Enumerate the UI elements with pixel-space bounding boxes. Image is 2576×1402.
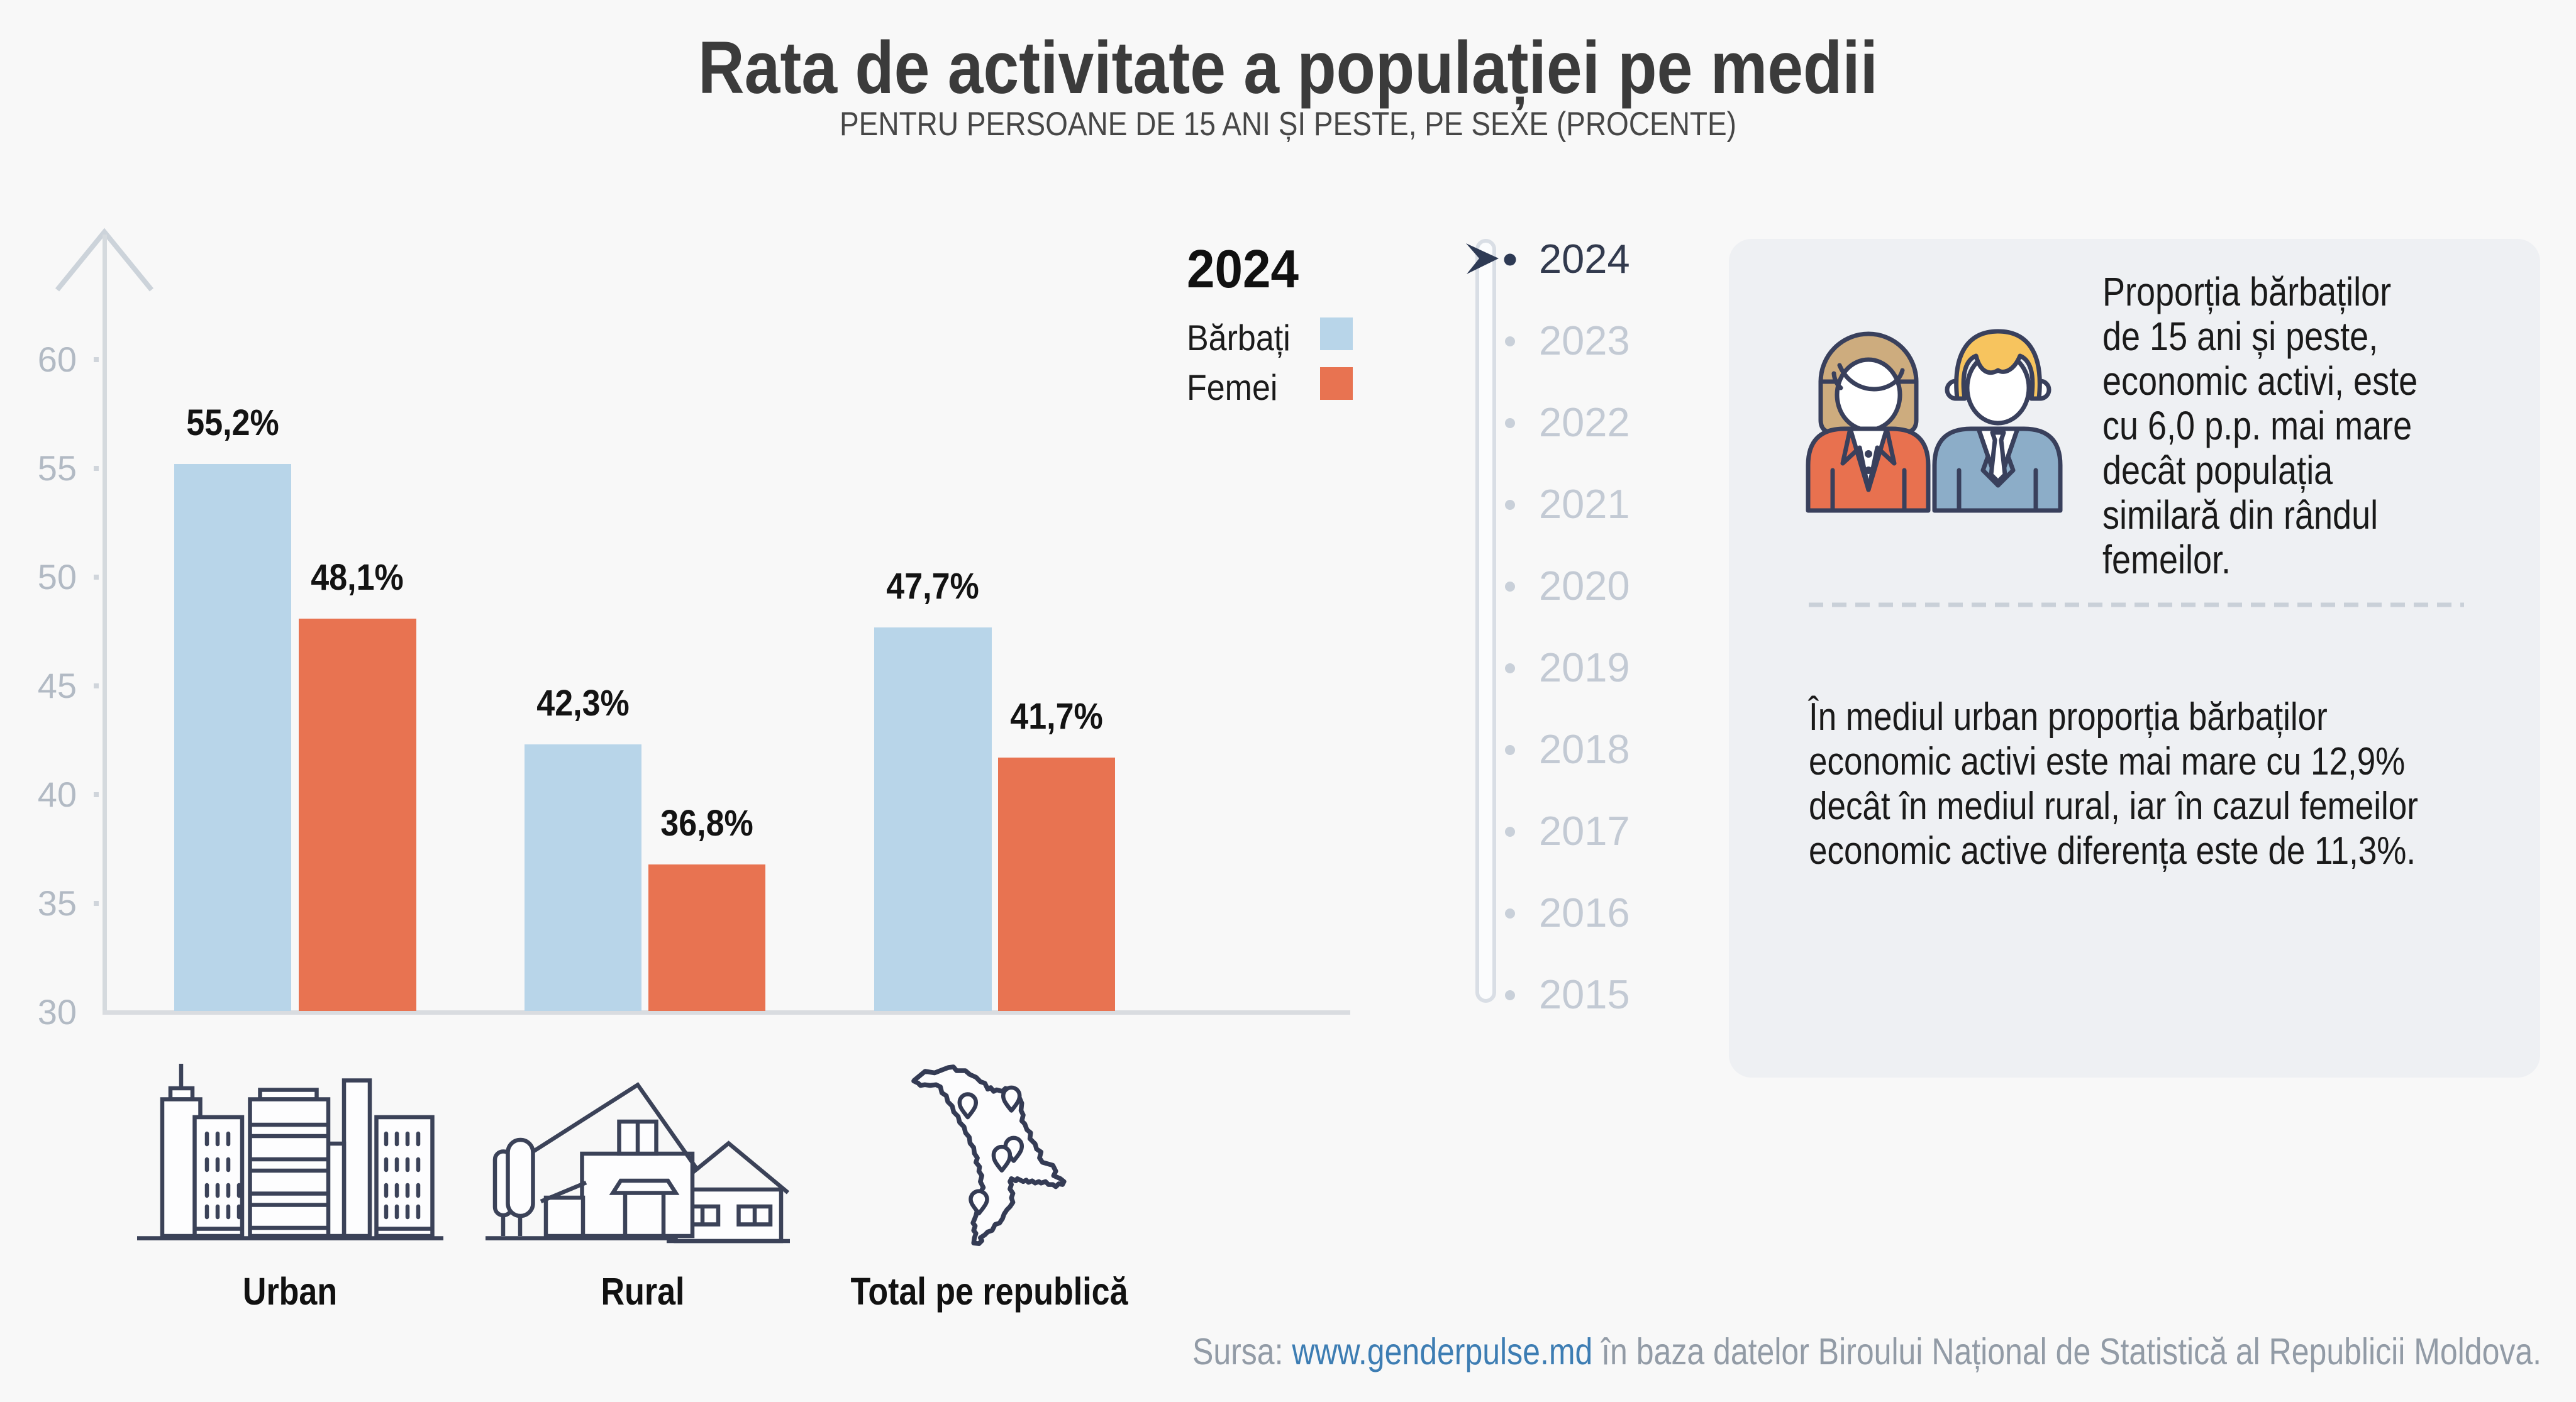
svg-text:2019: 2019 xyxy=(1539,644,1630,690)
svg-text:55,2%: 55,2% xyxy=(186,402,279,443)
svg-text:decât în mediul rural, iar în: decât în mediul rural, iar în cazul feme… xyxy=(1809,785,2418,828)
svg-text:35: 35 xyxy=(38,883,77,923)
svg-text:de 15 ani și peste,: de 15 ani și peste, xyxy=(2102,314,2378,359)
svg-text:42,3%: 42,3% xyxy=(536,682,629,723)
svg-text:economic active diferența este: economic active diferența este de 11,3%. xyxy=(1809,829,2416,873)
svg-text:2021: 2021 xyxy=(1539,481,1630,527)
svg-text:Femei: Femei xyxy=(1187,368,1277,408)
svg-text:2024: 2024 xyxy=(1187,239,1299,299)
svg-text:2016: 2016 xyxy=(1539,890,1630,936)
svg-text:2024: 2024 xyxy=(1539,236,1630,282)
svg-text:2023: 2023 xyxy=(1539,317,1630,363)
svg-text:decât populația: decât populația xyxy=(2102,448,2333,493)
svg-text:Bărbați: Bărbați xyxy=(1187,318,1291,358)
svg-text:PENTRU PERSOANE DE 15 ANI ȘI P: PENTRU PERSOANE DE 15 ANI ȘI PESTE, PE S… xyxy=(840,106,1736,142)
svg-text:Proporția bărbaților: Proporția bărbaților xyxy=(2102,270,2391,314)
svg-text:60: 60 xyxy=(38,339,77,379)
svg-text:55: 55 xyxy=(38,448,77,488)
svg-text:2020: 2020 xyxy=(1539,563,1630,609)
svg-text:45: 45 xyxy=(38,666,77,705)
svg-text:În mediul urban proporția bărb: În mediul urban proporția bărbaților xyxy=(1807,695,2328,739)
svg-text:Total pe republică: Total pe republică xyxy=(850,1271,1128,1313)
svg-text:2017: 2017 xyxy=(1539,808,1630,854)
svg-text:cu 6,0 p.p. mai mare: cu 6,0 p.p. mai mare xyxy=(2102,404,2412,448)
svg-text:30: 30 xyxy=(38,992,77,1032)
svg-text:41,7%: 41,7% xyxy=(1010,695,1102,736)
svg-text:femeilor.: femeilor. xyxy=(2102,538,2231,582)
svg-text:Urban: Urban xyxy=(243,1271,337,1313)
svg-text:50: 50 xyxy=(38,557,77,597)
svg-text:Rata de activitate a populație: Rata de activitate a populației pe medii xyxy=(698,26,1878,111)
svg-text:36,8%: 36,8% xyxy=(660,802,753,843)
svg-text:economic activi este mai mare: economic activi este mai mare cu 12,9% xyxy=(1809,740,2405,783)
svg-text:2015: 2015 xyxy=(1539,971,1630,1017)
svg-text:similară din rândul: similară din rândul xyxy=(2102,493,2378,538)
svg-text:economic activi, este: economic activi, este xyxy=(2102,359,2418,404)
svg-text:48,1%: 48,1% xyxy=(311,556,403,597)
svg-text:Rural: Rural xyxy=(601,1271,685,1313)
svg-text:2022: 2022 xyxy=(1539,399,1630,445)
svg-text:2018: 2018 xyxy=(1539,726,1630,772)
svg-text:47,7%: 47,7% xyxy=(886,565,979,606)
svg-text:Sursa: www.genderpulse.md în b: Sursa: www.genderpulse.md în baza datelo… xyxy=(1192,1330,2541,1372)
svg-text:40: 40 xyxy=(38,775,77,814)
